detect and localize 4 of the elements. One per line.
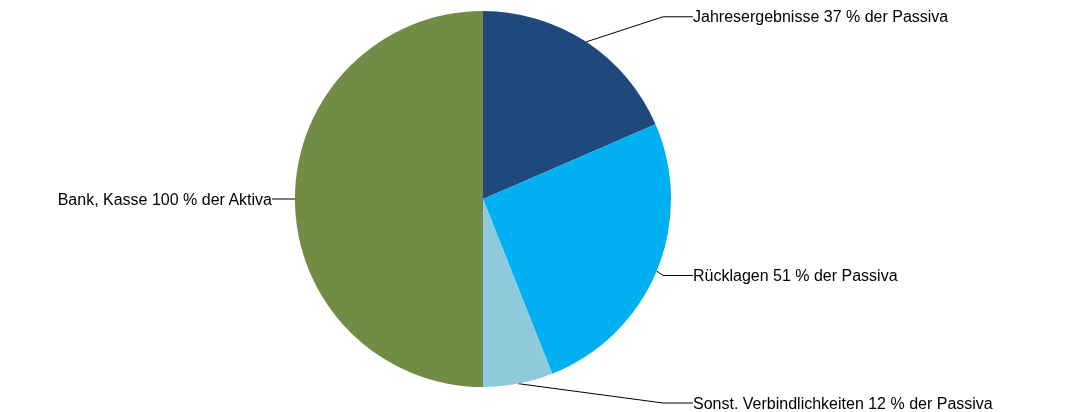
- slice-label: Jahresergebnisse 37 % der Passiva: [693, 8, 949, 26]
- slice-label: Rücklagen 51 % der Passiva: [693, 266, 898, 284]
- slice-label: Sonst. Verbindlichkeiten 12 % der Passiva: [693, 394, 993, 412]
- slice-label: Bank, Kasse 100 % der Aktiva: [57, 190, 273, 208]
